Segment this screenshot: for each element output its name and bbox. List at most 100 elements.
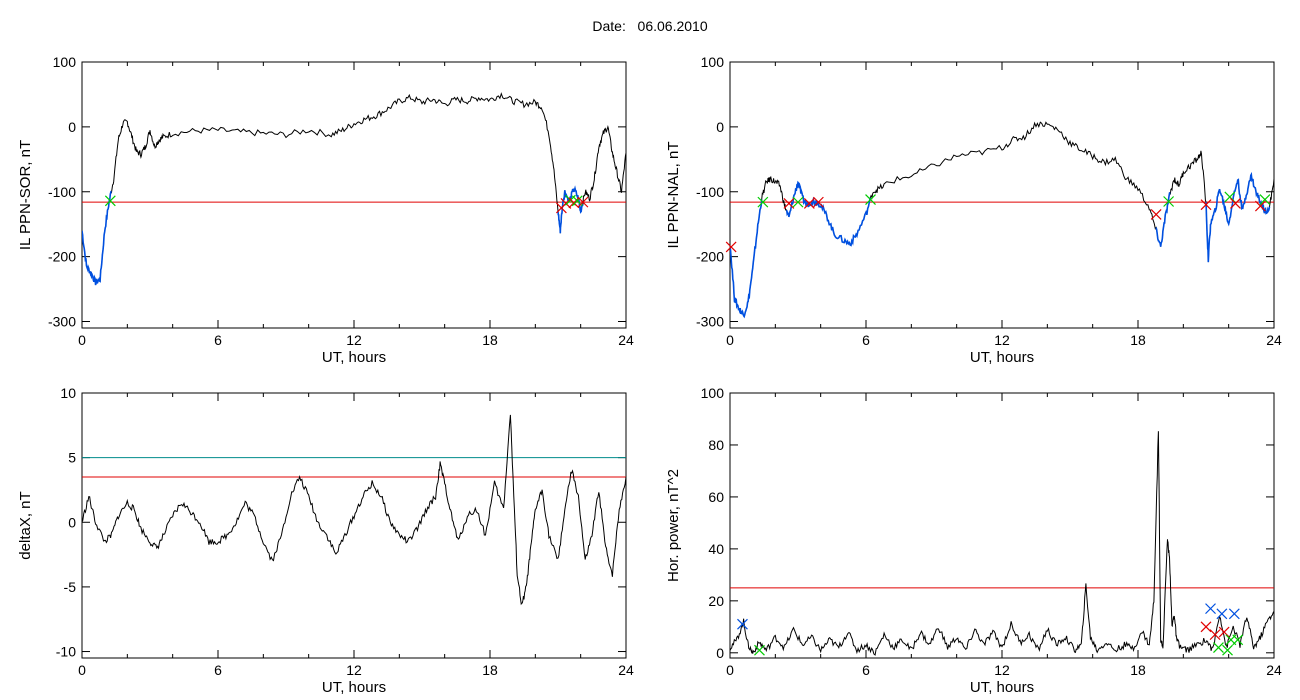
x-tick-label: 24 [618,332,634,348]
y-tick-label: -200 [696,249,724,265]
y-tick-label: 100 [701,385,725,401]
y-tick-label: -300 [48,314,76,330]
marker-stroke [754,644,765,656]
marker-stroke [1216,608,1228,620]
marker-stroke [1232,634,1244,646]
x-tick-label: 6 [214,332,222,348]
x-tick-label: 0 [78,662,86,678]
y-tick-label: 60 [708,489,724,505]
x-tick-label: 0 [726,662,734,678]
marker-green-cross [1259,194,1271,205]
marker-green-cross [792,196,804,208]
x-tick-label: 6 [862,662,870,678]
y-tick-label: 40 [708,541,724,557]
y-tick-label: -100 [48,184,76,200]
chart-il-sor: 0 6 12 18 24 -300 -200 -100 0 100 UT, hours IL PPN-… [17,54,634,366]
highlight-segment [1155,192,1171,247]
plot-frame [81,61,627,329]
y-tick-label: -300 [696,314,724,330]
marker-stroke [725,241,737,253]
marker-stroke [1218,626,1230,638]
marker-red-cross [1209,629,1221,641]
highlight-segment [730,199,763,319]
x-tick-label: 24 [1266,332,1282,348]
marker-red-cross [1230,198,1241,209]
marker-blue-cross [737,618,748,630]
marker-red-cross [1218,626,1230,638]
marker-stroke [812,196,824,208]
y-tick-label: 0 [716,119,724,135]
y-axis-label: IL PPN-NAL, nT [665,142,682,249]
marker-stroke [1150,209,1162,220]
x-axis-label: UT, hours [970,679,1034,696]
date-value: 06.06.2010 [637,18,708,34]
marker-green-cross [104,195,116,207]
y-tick-label: 80 [708,437,724,453]
marker-stroke [104,195,116,207]
marker-stroke [783,198,795,209]
x-tick-label: 0 [78,332,86,348]
marker-stroke [1254,200,1266,212]
marker-stroke [560,198,572,209]
marker-red-cross [1254,200,1266,212]
marker-green-cross [1213,642,1224,654]
y-axis-label: deltaX, nT [17,491,34,559]
y-axis-label: IL PPN-SOR, nT [17,140,34,250]
marker-blue-cross [1228,608,1240,620]
y-tick-label: 20 [708,593,724,609]
x-tick-label: 12 [346,662,362,678]
marker-stroke [737,618,748,630]
y-tick-label: 0 [68,119,76,135]
marker-green-cross [1232,634,1244,646]
marker-stroke [1213,642,1224,654]
marker-red-cross [1200,199,1212,211]
marker-stroke [1230,198,1241,209]
marker-green-cross [757,196,769,208]
x-tick-label: 24 [618,662,634,678]
highlight-segment [557,185,584,234]
series-line [730,121,1274,318]
marker-stroke [1205,603,1216,615]
series-line [82,92,626,286]
page-title: Date: 06.06.2010 [0,18,1300,34]
marker-stroke [757,196,769,208]
series-line [82,414,626,606]
x-axis-label: UT, hours [322,349,386,366]
chart-il-nal: 0 6 12 18 24 -300 -200 -100 0 100 UT, hours IL PPN-… [665,54,1282,366]
date-label: Date: [592,18,626,34]
marker-stroke [1200,199,1212,211]
marker-red-cross [783,198,795,209]
marker-green-cross [1222,644,1233,656]
marker-stroke [1228,608,1240,620]
x-tick-label: 24 [1266,662,1282,678]
marker-stroke [1222,644,1233,656]
x-tick-label: 18 [1130,662,1146,678]
marker-stroke [1200,621,1212,633]
marker-stroke [1259,194,1271,205]
marker-green-cross [754,644,765,656]
chart-deltax: 0 6 12 18 24 -10 -5 0 5 10 UT, hours deltaX, nT [17,385,634,696]
highlight-segment [82,190,113,286]
marker-stroke [577,196,589,208]
x-tick-label: 12 [994,662,1010,678]
x-tick-label: 18 [482,332,498,348]
y-tick-label: 100 [701,54,725,70]
y-tick-label: 0 [68,514,76,530]
y-tick-label: -10 [56,644,76,660]
marker-green-cross [1163,196,1175,207]
y-tick-label: 5 [68,450,76,466]
highlight-segment [1205,171,1271,263]
y-tick-label: 10 [60,385,76,401]
plot-frame [729,61,1275,329]
x-tick-label: 12 [346,332,362,348]
marker-red-cross [1200,621,1212,633]
x-axis-label: UT, hours [970,349,1034,366]
x-tick-label: 18 [482,662,498,678]
x-tick-label: 12 [994,332,1010,348]
x-tick-label: 6 [214,662,222,678]
plot-frame [729,392,1275,659]
x-tick-label: 0 [726,332,734,348]
y-tick-label: -200 [48,249,76,265]
marker-stroke [865,194,876,205]
